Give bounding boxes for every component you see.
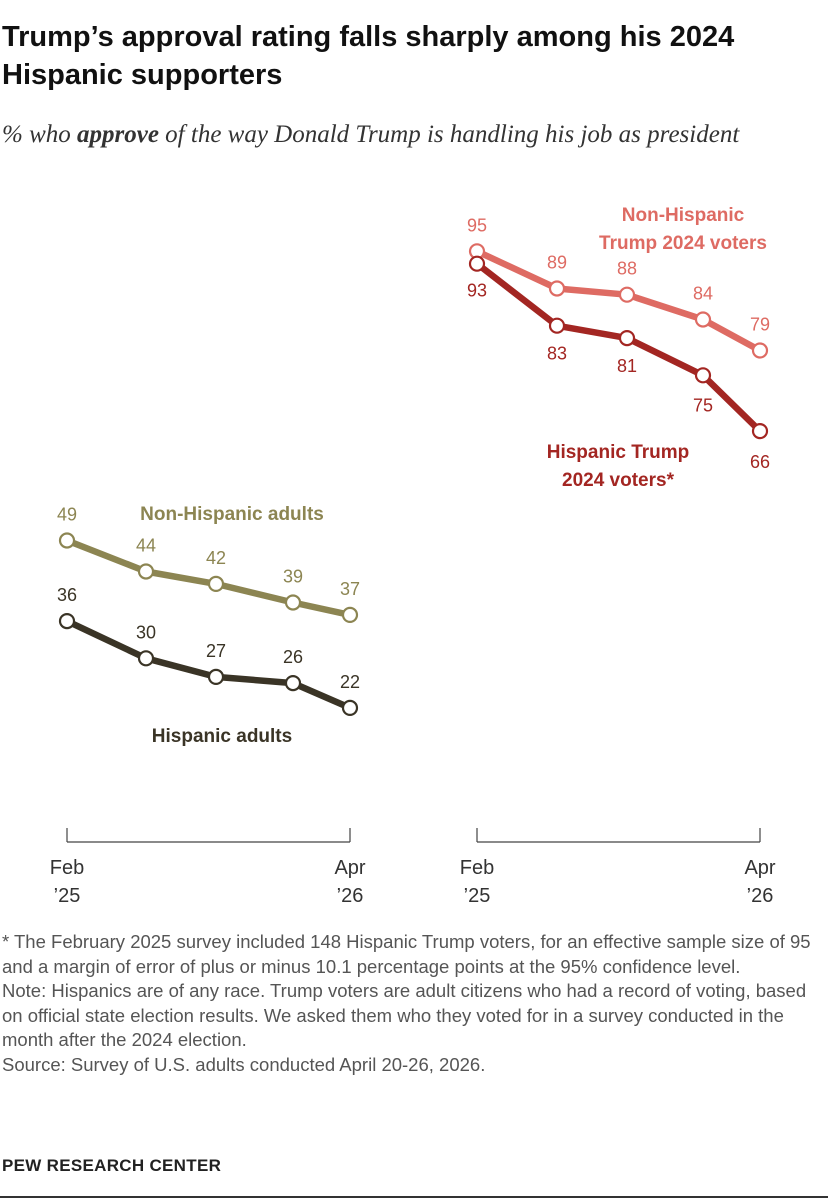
data-label: 84	[693, 284, 713, 304]
x-tick-label-bottom: ’25	[54, 885, 81, 907]
chart-subtitle: % who approve of the way Donald Trump is…	[2, 118, 826, 152]
label-non-hispanic-trump-line2: Trump 2024 voters	[599, 233, 767, 254]
right-chart: Feb ’25 Apr ’26 95 89 88 84 79 93 83 81 75 66	[460, 215, 776, 907]
data-label: 37	[340, 579, 360, 599]
x-tick-label-bottom: ’25	[464, 885, 491, 907]
notes: * The February 2025 survey included 148 …	[2, 930, 826, 1077]
subtitle-emphasis: approve	[77, 121, 159, 148]
data-label: 26	[283, 647, 303, 667]
data-label: 88	[617, 259, 637, 279]
data-label: 93	[467, 281, 487, 301]
data-point	[58, 612, 76, 630]
x-tick-label-bottom: ’26	[337, 885, 364, 907]
data-point	[341, 606, 359, 624]
series-line	[63, 617, 354, 712]
left-chart: Feb ’25 Apr ’26 49 44 42 39 37 36 30 27 26 22	[50, 505, 366, 908]
label-non-hispanic-trump-line1: Non-Hispanic	[622, 205, 745, 226]
x-tick-label-top: Apr	[334, 857, 365, 879]
data-point	[284, 594, 302, 611]
bottom-rule	[0, 1196, 828, 1198]
subtitle-prefix: % who	[2, 121, 77, 148]
data-point	[751, 342, 769, 359]
subtitle-suffix: of the way Donald Trump is handling his …	[158, 121, 740, 148]
data-point	[548, 317, 566, 334]
data-label: 27	[206, 641, 226, 661]
chart-canvas: Feb ’25 Apr ’26 49 44 42 39 37 36 30 27 26 22 Feb ’25 A…	[50, 205, 776, 908]
data-label: 95	[467, 215, 487, 235]
data-point	[548, 280, 566, 297]
data-label: 39	[283, 567, 303, 587]
data-point	[58, 532, 76, 549]
data-label: 79	[750, 315, 770, 335]
data-label: 30	[136, 622, 156, 642]
data-label: 44	[136, 536, 156, 556]
note-text: Note: Hispanics are of any race. Trump v…	[2, 980, 807, 1050]
label-non-hispanic-adults: Non-Hispanic adults	[140, 504, 324, 525]
data-label: 81	[617, 356, 637, 376]
x-tick-label-top: Apr	[744, 857, 775, 879]
data-label: 36	[57, 585, 77, 605]
x-tick-label-bottom: ’26	[747, 885, 774, 907]
label-hispanic-trump-line1: Hispanic Trump	[547, 442, 690, 463]
label-hispanic-trump-line2: 2024 voters*	[562, 470, 675, 491]
data-point	[618, 286, 636, 303]
label-hispanic-adults: Hispanic adults	[152, 726, 292, 747]
data-point	[468, 255, 486, 272]
chart-title: Trump’s approval rating falls sharply am…	[2, 21, 735, 91]
data-point	[341, 699, 359, 717]
data-point	[694, 311, 712, 328]
data-point	[618, 330, 636, 347]
data-point	[284, 674, 302, 692]
data-point	[751, 423, 769, 440]
data-point	[137, 650, 155, 667]
data-label: 66	[750, 452, 770, 472]
series-line	[473, 260, 764, 435]
source-text: Source: Survey of U.S. adults conducted …	[2, 1053, 486, 1075]
data-point	[137, 563, 155, 580]
data-point	[694, 367, 712, 384]
footnote: * The February 2025 survey included 148 …	[2, 931, 811, 977]
data-label: 89	[547, 253, 567, 273]
data-label: 42	[206, 548, 226, 568]
data-point	[207, 668, 225, 686]
org-name: PEW RESEARCH CENTER	[2, 1156, 222, 1175]
x-tick-label-top: Feb	[50, 857, 84, 879]
x-tick-label-top: Feb	[460, 857, 494, 879]
data-label: 83	[547, 344, 567, 364]
data-label: 49	[57, 505, 77, 525]
data-label: 75	[693, 395, 713, 415]
data-point	[207, 575, 225, 593]
data-label: 22	[340, 672, 360, 692]
